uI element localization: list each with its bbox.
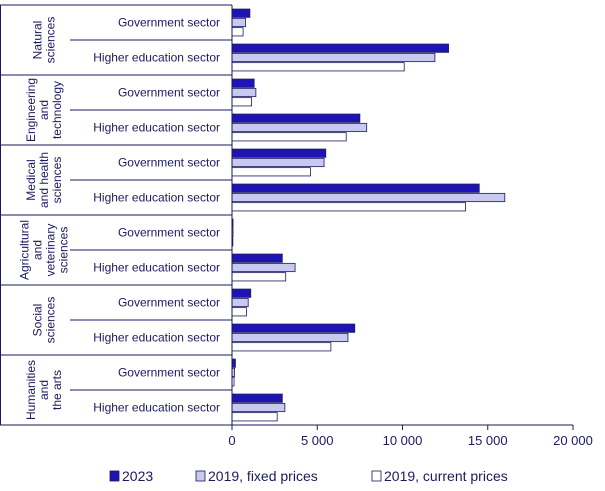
- bar: [231, 113, 361, 123]
- bar: [231, 297, 249, 308]
- bar: [231, 253, 283, 263]
- legend-swatch: [109, 470, 120, 482]
- legend-swatch: [371, 470, 382, 482]
- bar: [231, 342, 332, 352]
- bar: [231, 52, 436, 63]
- bar: [231, 132, 347, 142]
- group-label-line: Humanities: [24, 360, 38, 420]
- bar: [231, 192, 506, 203]
- row-label: Higher education sector: [93, 191, 220, 205]
- group-label-line: Natural: [31, 21, 45, 60]
- bar: [231, 402, 286, 413]
- bar: [231, 412, 278, 422]
- group-label-line: and health: [37, 152, 51, 208]
- group-label: Humanitiesandthe arts: [24, 360, 64, 420]
- legend-label: 2023: [122, 468, 153, 484]
- bar: [231, 202, 466, 212]
- row-label: Government sector: [118, 156, 220, 170]
- group-labels: NaturalsciencesEngineeringandtechnologyM…: [18, 17, 71, 420]
- legend-label: 2019, current prices: [384, 468, 508, 484]
- x-tick-label: 20 000: [553, 433, 593, 448]
- bar: [231, 288, 252, 298]
- bar: [231, 17, 247, 28]
- bar: [231, 167, 311, 177]
- row-label: Government sector: [118, 16, 220, 30]
- bar: [231, 122, 368, 133]
- group-label-line: and: [37, 100, 51, 120]
- bar: [231, 27, 244, 37]
- row-label: Government sector: [118, 86, 220, 100]
- group-label-line: Social: [31, 304, 45, 337]
- legend-swatch: [195, 470, 206, 482]
- row-label: Government sector: [118, 296, 220, 310]
- row-label: Higher education sector: [93, 121, 220, 135]
- group-label-line: sciences: [44, 297, 58, 344]
- bar: [231, 87, 257, 98]
- x-tick-label: 5 000: [301, 433, 334, 448]
- legend-label: 2019, fixed prices: [208, 468, 318, 484]
- bar: [231, 323, 356, 333]
- bar: [231, 183, 480, 193]
- group-label: Engineeringandtechnology: [24, 78, 64, 142]
- row-label: Government sector: [118, 226, 220, 240]
- bar: [231, 262, 296, 273]
- legend: 2023 2019, fixed prices 2019, current pric…: [109, 468, 508, 484]
- group-label-line: Agricultural: [18, 220, 32, 280]
- group-label: Agriculturalandveterinarysciences: [18, 220, 71, 280]
- group-label-line: sciences: [44, 17, 58, 64]
- group-label: Medicaland healthsciences: [24, 152, 64, 208]
- group-label-line: Medical: [24, 159, 38, 200]
- bar: [231, 97, 253, 107]
- group-label-line: the arts: [50, 370, 64, 410]
- group-label-line: sciences: [57, 227, 71, 274]
- x-tick-label: 0: [228, 433, 235, 448]
- row-label: Higher education sector: [93, 331, 220, 345]
- group-label-line: and: [37, 380, 51, 400]
- bar: [231, 148, 327, 158]
- bar: [231, 8, 251, 18]
- group-label-line: sciences: [50, 157, 64, 204]
- bar: [231, 62, 405, 72]
- bars: [231, 8, 506, 422]
- group-label-line: technology: [50, 81, 64, 139]
- bar: [231, 358, 236, 368]
- bar: [231, 157, 325, 168]
- row-label: Government sector: [118, 366, 220, 380]
- group-label: Socialsciences: [31, 297, 58, 344]
- row-label: Higher education sector: [93, 51, 220, 65]
- bar: [231, 332, 349, 343]
- row-label: Higher education sector: [93, 401, 220, 415]
- x-tick-label: 15 000: [468, 433, 508, 448]
- bar: [231, 393, 283, 403]
- x-tick-label: 10 000: [383, 433, 423, 448]
- bar: [231, 307, 247, 317]
- bar: [231, 272, 287, 282]
- x-axis: 0 5 000 10 000 15 000 20 000: [228, 5, 593, 448]
- bar: [231, 78, 255, 88]
- group-label: Naturalsciences: [31, 17, 58, 64]
- chart-frame: [0, 4, 232, 426]
- group-label-line: veterinary: [44, 224, 58, 277]
- row-labels: Government sector Higher education sector…: [93, 16, 220, 415]
- row-label: Higher education sector: [93, 261, 220, 275]
- group-label-line: and: [31, 240, 45, 260]
- bar: [231, 43, 449, 53]
- group-label-line: Engineering: [24, 78, 38, 142]
